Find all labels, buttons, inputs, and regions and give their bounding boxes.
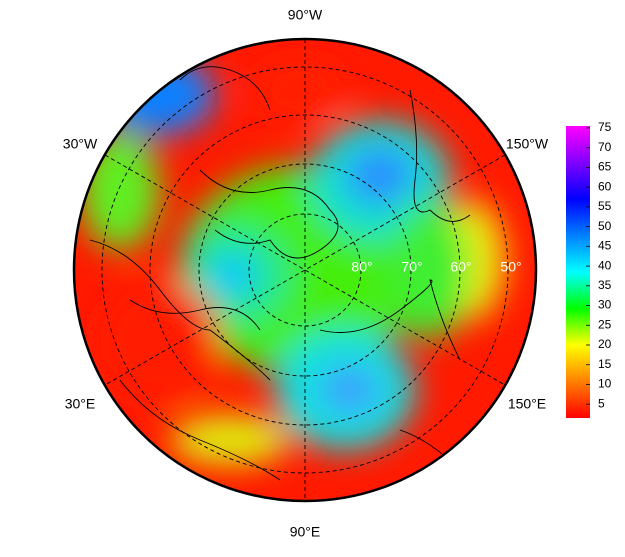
colorbar-tick-label: 20 — [598, 337, 612, 351]
colorbar: 5 10 15 20 25 30 35 40 45 50 55 60 65 70 75 — [566, 120, 612, 418]
longitude-label: 90°E — [290, 524, 321, 540]
longitude-label: 30°E — [65, 396, 96, 412]
colorbar-scale — [566, 126, 590, 418]
colorbar-tick-label: 15 — [598, 357, 612, 371]
latitude-label: 60° — [450, 259, 471, 275]
colorbar-tick-label: 75 — [598, 120, 612, 134]
map-border — [72, 37, 538, 503]
colorbar-tick-label: 65 — [598, 160, 612, 174]
colorbar-tick-label: 40 — [598, 258, 612, 272]
longitude-label: 90°W — [288, 7, 323, 23]
colorbar-tick-label: 10 — [598, 377, 612, 391]
colorbar-tick-label: 50 — [598, 219, 612, 233]
longitude-label: 30°W — [63, 136, 98, 152]
colorbar-tick-label: 45 — [598, 239, 612, 253]
colorbar-tick-label: 35 — [598, 278, 612, 292]
colorbar-tick-label: 70 — [598, 140, 612, 154]
longitude-label: 150°E — [508, 396, 546, 412]
colorbar-tick-label: 30 — [598, 298, 612, 312]
latitude-label: 70° — [401, 259, 422, 275]
latitude-label: 80° — [351, 259, 372, 275]
graticule — [101, 39, 509, 501]
colorbar-tick-label: 55 — [598, 199, 612, 213]
colorbar-tick-label: 5 — [598, 396, 605, 410]
longitude-label: 150°W — [506, 136, 549, 152]
latitude-label: 50° — [500, 259, 521, 275]
colorbar-tick-label: 25 — [598, 317, 612, 331]
colorbar-tick-label: 60 — [598, 179, 612, 193]
